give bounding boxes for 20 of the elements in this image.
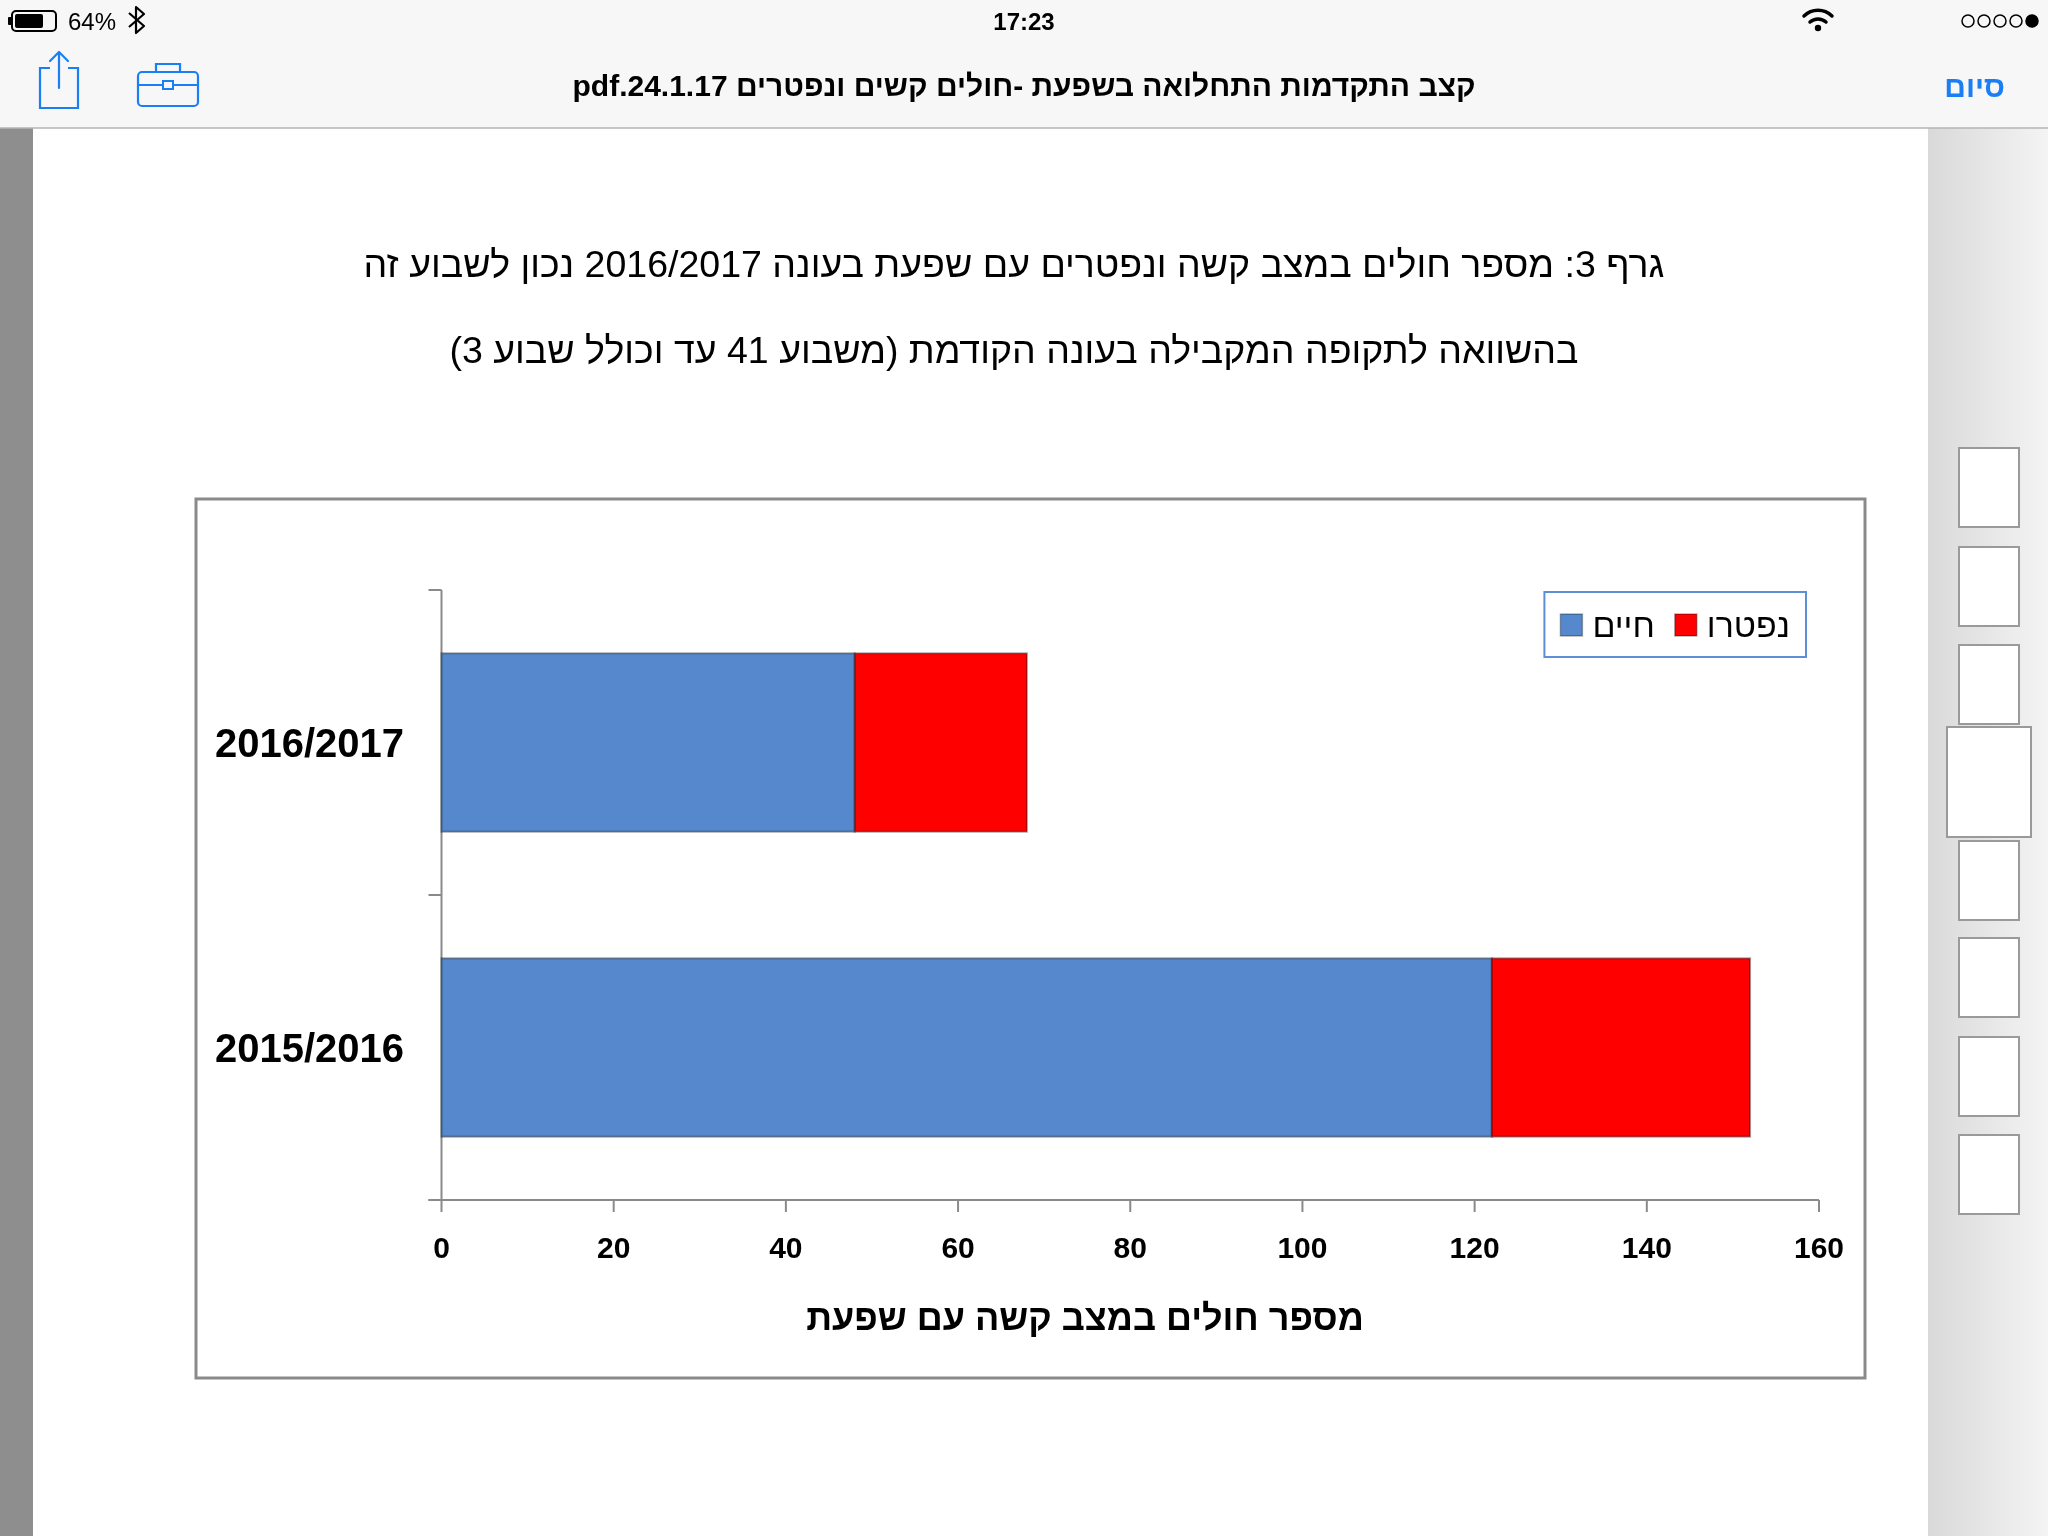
annotation: 17:23	[993, 8, 1055, 35]
xtick-label: 140	[1621, 1231, 1672, 1264]
xtick-label: 80	[1113, 1231, 1147, 1264]
legend-label: חיים	[1592, 606, 1655, 644]
xtick-label: 0	[433, 1231, 450, 1264]
category-label: 2016/2017	[214, 720, 404, 765]
annotation: 64%	[68, 8, 117, 35]
xtick-label: 160	[1793, 1231, 1845, 1264]
annotation: סיום	[1944, 70, 2005, 103]
subtitle: בהשוואה לתקופה המקבילה בעונה הקודמת (משבוע 41 עד וכולל שבוע 3)	[449, 329, 1579, 371]
category-label: 2015/2016	[214, 1025, 404, 1070]
xlabel: מספר חולים במצב קשה עם שפעת	[806, 1297, 1364, 1338]
xtick-label: 120	[1449, 1231, 1500, 1264]
annotation: קצב התקדמות התחלואה בשפעת -חולים קשים ונפטרים 24.1.17.pdf	[572, 69, 1476, 102]
xtick-label: 100	[1277, 1231, 1328, 1264]
xtick-label: 40	[769, 1231, 803, 1264]
xtick-label: 60	[941, 1231, 975, 1264]
xtick-label: 20	[597, 1231, 631, 1264]
title: גרף 3: מספר חולים במצב קשה ונפטרים עם שפעת בעונה 2016/2017 נכון לשבוע זה	[363, 243, 1665, 285]
legend-label: נפטרו	[1706, 606, 1790, 644]
